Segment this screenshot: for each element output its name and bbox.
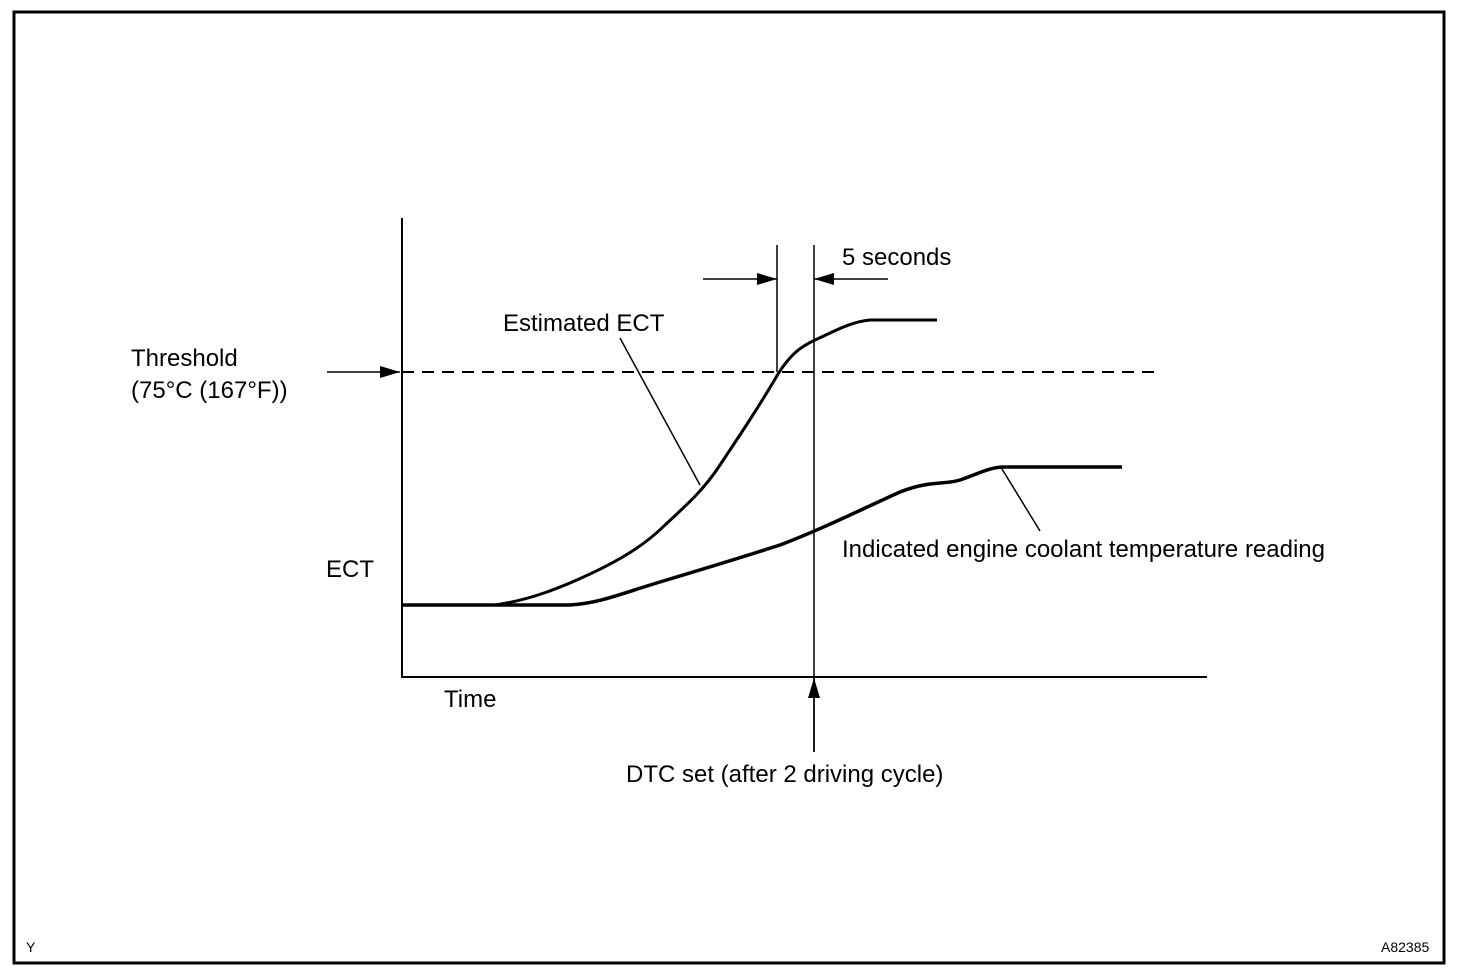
indicated-ect-label: Indicated engine coolant temperature rea… [842, 536, 1325, 563]
threshold-value-label: (75°C (167°F)) [131, 377, 288, 404]
estimated-leader-line [619, 337, 701, 486]
indicated-leader-line [1001, 468, 1041, 532]
estimated-ect-label: Estimated ECT [503, 310, 665, 337]
estimated-ect-curve [402, 318, 937, 607]
five-seconds-label: 5 seconds [842, 244, 951, 271]
dtc-set-label: DTC set (after 2 driving cycle) [626, 761, 943, 788]
y-axis-label: ECT [326, 556, 374, 583]
indicated-ect-curve [402, 465, 1122, 607]
x-axis-label: Time [444, 686, 496, 713]
corner-label: Y [26, 939, 36, 955]
threshold-label: Threshold [131, 345, 238, 372]
figure-id: A82385 [1381, 939, 1429, 955]
figure-frame [12, 10, 1446, 965]
